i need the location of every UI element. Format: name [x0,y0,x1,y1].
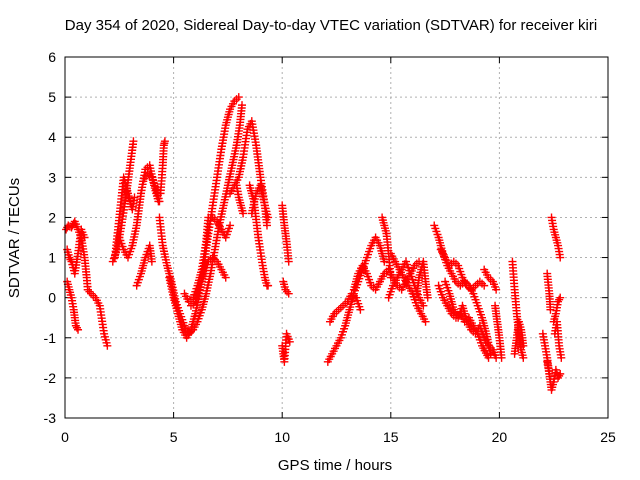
series-s38 [543,269,555,314]
data-point [423,293,432,302]
data-point [262,221,271,230]
y-tick-label: 1 [48,250,56,266]
data-point [556,293,565,302]
data-point [519,353,528,362]
series-s22 [278,329,294,366]
data-point [557,353,566,362]
data-point [284,289,293,298]
data-points [62,93,566,394]
data-point [285,337,294,346]
data-point [480,281,489,290]
x-tick-label: 0 [61,429,69,445]
series-s21 [279,277,293,298]
data-point [103,341,112,350]
data-point [556,253,565,262]
series-s19 [247,181,271,230]
series-s43 [550,317,566,362]
data-point [421,317,430,326]
data-point [226,221,235,230]
y-tick-label: 5 [48,89,56,105]
data-point [239,209,248,218]
data-point [484,353,493,362]
data-point [130,193,139,202]
data-point [147,257,156,266]
series-s20 [278,201,293,266]
y-tick-label: 2 [48,209,56,225]
series-s32 [436,245,489,294]
series-s09 [139,169,164,206]
series-s33 [441,277,501,362]
x-tick-label: 10 [274,429,290,445]
y-tick-label: -2 [44,370,57,386]
series-s24 [325,289,365,326]
y-tick-label: 0 [48,290,56,306]
y-tick-label: 4 [48,129,56,145]
series-s36 [508,257,528,362]
x-tick-label: 25 [600,429,616,445]
data-point [492,285,501,294]
grid [65,57,608,418]
series-s06 [110,173,139,262]
series-s35 [491,301,506,362]
data-point [74,325,83,334]
x-axis-title: GPS time / hours [278,457,392,474]
data-point [234,93,243,102]
series-s15 [208,213,235,242]
y-tick-label: 3 [48,169,56,185]
series-s10 [156,137,169,198]
data-point [155,197,164,206]
data-point [160,137,169,146]
data-point [221,273,230,282]
series-s03 [63,225,89,278]
data-point [380,257,389,266]
data-point [238,101,247,110]
data-point [556,369,565,378]
x-tick-label: 5 [170,429,178,445]
x-tick-label: 15 [383,429,399,445]
data-point [264,281,273,290]
x-tick-label: 20 [492,429,508,445]
data-point [80,233,89,242]
chart-title: Day 354 of 2020, Sidereal Day-to-day VTE… [65,17,597,34]
data-point [284,257,293,266]
data-point [497,353,506,362]
plot-frame [64,56,609,419]
data-point [519,341,528,350]
data-point [546,305,555,314]
series-s04 [83,285,112,350]
series-s02 [63,277,83,334]
series-s41 [547,213,565,262]
y-tick-label: -3 [44,410,57,426]
series-s40 [543,357,565,394]
series-s37 [510,317,528,358]
data-point [129,137,138,146]
y-tick-label: -1 [44,330,57,346]
series-s08 [132,241,156,290]
series-s34 [480,265,501,294]
data-point [356,305,365,314]
series-s14 [186,253,230,310]
series-s17 [232,181,248,218]
y-axis-title: SDTVAR / TECUs [6,178,23,298]
series-s29 [412,257,432,302]
y-tick-label: 6 [48,49,56,65]
series-s26 [378,213,395,282]
